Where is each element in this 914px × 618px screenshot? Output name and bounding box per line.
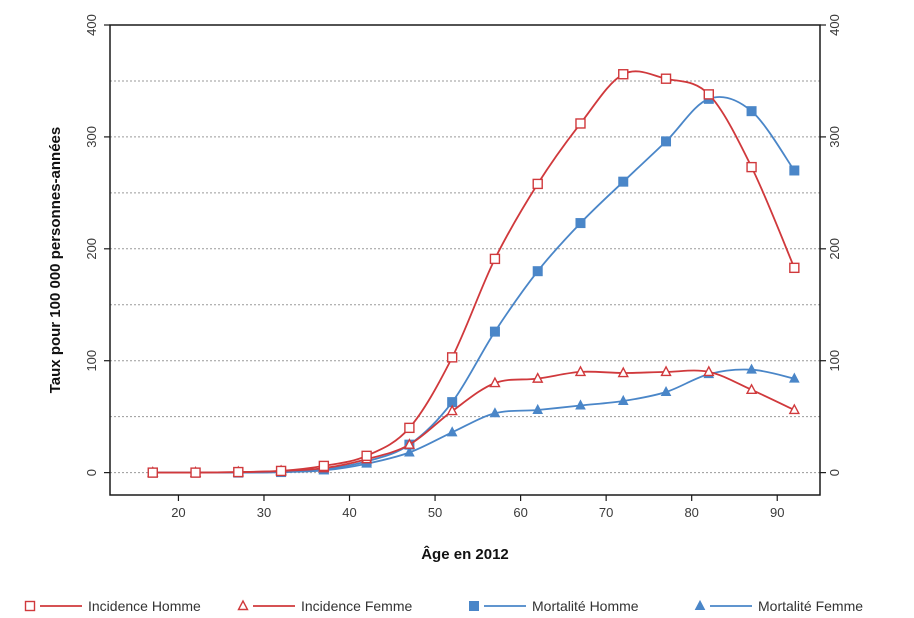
data-point-incidence-homme [575,118,586,129]
data-point-incidence-femme [574,365,587,377]
data-point-incidence-femme [703,365,715,377]
data-point-mortalite-femme [446,426,458,437]
x-tick-label: 40 [342,505,356,520]
legend-item-incidence-femme: Incidence Femme [237,598,412,614]
legend-item-incidence-homme: Incidence Homme [24,598,201,614]
legend-label-mortalite-femme: Mortalité Femme [758,598,863,614]
y-tick-label-left: 400 [84,14,99,36]
plot-frame [109,24,821,496]
y-tick-label-right: 200 [827,238,842,260]
data-point-mortalite-homme [575,218,586,229]
data-point-mortalite-homme [618,176,629,187]
data-point-incidence-homme [789,262,800,274]
y-tick-label-right: 100 [827,350,842,372]
data-point-mortalite-homme [489,326,500,337]
data-point-incidence-femme [532,372,544,383]
data-point-incidence-femme [489,376,501,388]
x-tick-label: 50 [428,505,442,520]
series-incidence-homme [147,69,800,478]
data-point-incidence-homme [618,69,629,80]
data-point-mortalite-femme [489,407,501,418]
data-point-incidence-homme [404,422,415,434]
y-tick-label-right: 300 [827,126,842,148]
data-point-incidence-femme [745,383,758,395]
data-point-incidence-homme [746,161,757,173]
data-point-mortalite-femme [617,394,629,405]
x-tick-label: 20 [171,505,185,520]
data-point-incidence-femme [446,404,458,416]
data-point-incidence-homme [446,352,458,363]
legend-item-mortalite-femme: Mortalité Femme [694,598,863,614]
x-axis-label: Âge en 2012 [421,545,509,563]
data-point-incidence-homme [190,467,201,478]
y-axis-label: Taux pour 100 000 personnes-années [47,127,64,394]
x-tick-label: 70 [599,505,613,520]
data-point-incidence-homme [233,466,244,478]
data-point-mortalite-homme [661,136,672,147]
legend-marker-mortalite-homme [469,601,479,611]
data-point-incidence-homme [318,460,330,472]
data-point-incidence-homme [275,465,287,477]
data-point-mortalite-femme [746,363,757,374]
legend-item-mortalite-homme: Mortalité Homme [469,598,639,614]
y-tick-label-right: 400 [827,14,842,36]
legend-label-incidence-femme: Incidence Femme [301,598,412,614]
data-point-mortalite-femme [789,372,800,383]
x-tick-label: 80 [684,505,698,520]
legend-marker-mortalite-femme [694,599,706,610]
x-tick-label: 30 [257,505,271,520]
x-tick-label: 60 [513,505,527,520]
y-tick-label-left: 200 [84,238,99,260]
data-point-mortalite-femme [660,385,672,397]
data-point-incidence-homme [660,73,672,84]
y-tick-label-left: 100 [84,350,99,372]
legend-marker-incidence-femme [237,599,249,611]
series [147,69,800,478]
y-tick-label-right: 0 [827,469,842,476]
data-point-mortalite-femme [404,446,415,457]
data-point-mortalite-femme [575,399,586,410]
series-mortalite-homme [147,93,800,478]
data-point-incidence-homme [147,467,158,478]
data-point-mortalite-homme [746,106,757,117]
data-point-mortalite-homme [532,266,543,277]
data-point-incidence-femme [617,366,629,378]
data-point-incidence-homme [489,253,501,265]
data-point-incidence-homme [703,89,714,100]
legend-marker-incidence-homme [24,600,36,612]
series-line-incidence-homme [152,70,796,474]
y-tick-label-left: 300 [84,126,99,148]
data-point-incidence-femme [660,365,672,377]
data-point-mortalite-femme [532,403,544,414]
series-line-mortalite-femme [152,368,795,474]
series-mortalite-femme [147,363,800,477]
data-point-incidence-homme [361,450,372,462]
data-point-mortalite-homme [789,165,800,176]
y-tick-label-left: 0 [84,469,99,476]
legend-label-mortalite-homme: Mortalité Homme [532,598,639,614]
data-point-incidence-femme [788,403,800,415]
legend-label-incidence-homme: Incidence Homme [88,598,201,614]
legend: Incidence Homme Incidence Femme Mortalité … [24,598,863,614]
data-point-incidence-femme [403,438,416,449]
axes: 20 30 40 50 60 70 80 90 0 0 100 100 200 200 300 300 400 4… [84,14,842,520]
data-point-incidence-homme [532,178,543,190]
x-tick-label: 90 [770,505,784,520]
